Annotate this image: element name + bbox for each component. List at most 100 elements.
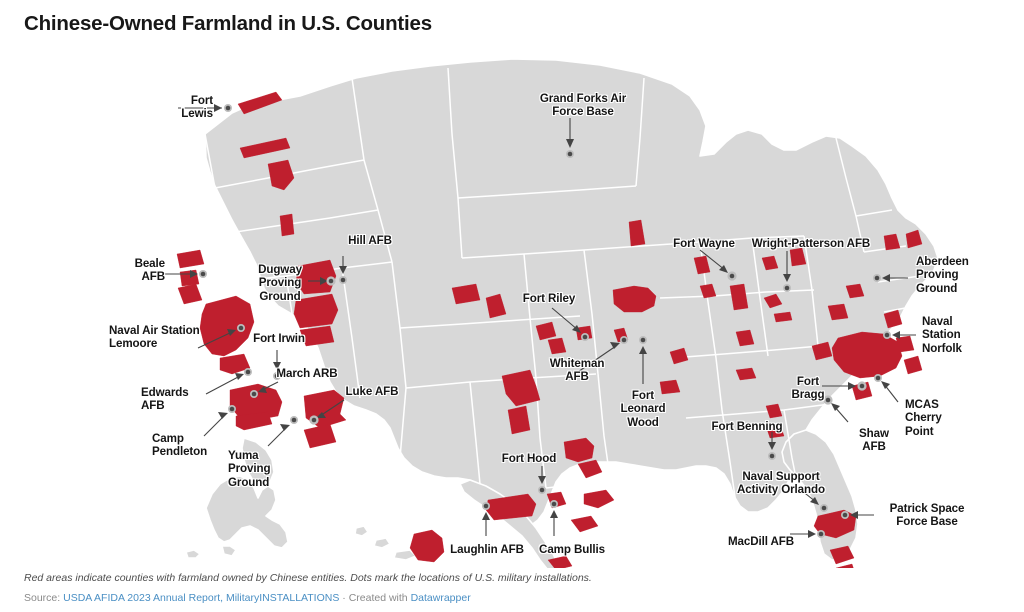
- dot-hill-afb: [339, 276, 347, 284]
- map-canvas[interactable]: Fort Lewis Grand Forks Air Force Base Hill…: [0, 38, 1024, 568]
- map-label-grand-forks: Grand Forks Air Force Base: [539, 92, 627, 119]
- red-county-ia-cluster: [612, 285, 657, 313]
- alaska-peninsula-tip: [221, 545, 237, 557]
- military-installation-dots[interactable]: [199, 104, 891, 538]
- red-county-ca-north: [176, 249, 205, 269]
- page-title: Chinese-Owned Farmland in U.S. Counties: [24, 12, 432, 35]
- map-label-dugway: Dugway Proving Ground: [258, 263, 302, 303]
- red-county-nc-west: [811, 341, 833, 361]
- leader-head-yuma: [280, 424, 290, 431]
- red-county-ut-south: [299, 325, 335, 347]
- leader-head-nsa-orlando: [810, 497, 819, 505]
- source-link-usda[interactable]: USDA AFIDA 2023 Annual Report: [63, 592, 221, 604]
- leader-head-patrick: [850, 511, 858, 519]
- created-with-text: Created with: [348, 592, 411, 604]
- dot-camp-bullis: [550, 500, 558, 508]
- us-county-map[interactable]: [0, 38, 1024, 568]
- leader-head-march-arb: [258, 386, 267, 393]
- dot-nas-lemoore: [237, 324, 245, 332]
- red-county-va-coast: [883, 309, 903, 329]
- map-label-luke-afb: Luke AFB: [345, 385, 399, 398]
- dot-aberdeen: [873, 274, 881, 282]
- red-county-md-b: [905, 229, 923, 249]
- dot-fort-bragg: [857, 381, 867, 391]
- leader-head-whiteman: [610, 342, 620, 349]
- red-county-tx-hood: [563, 437, 595, 463]
- map-label-hill-afb: Hill AFB: [348, 234, 392, 247]
- leader-edwards: [205, 375, 241, 395]
- dot-fort-leonard-wood: [639, 336, 647, 344]
- red-county-tx-east: [583, 489, 615, 509]
- red-county-ga-b: [765, 423, 785, 439]
- dot-fort-benning: [768, 452, 776, 460]
- red-county-ks-a: [535, 321, 557, 341]
- leader-whiteman: [571, 345, 617, 377]
- leader-head-beale: [190, 270, 198, 278]
- map-label-edwards-afb: Edwards AFB: [141, 386, 189, 413]
- map-label-fort-bragg: Fort Bragg: [791, 375, 825, 402]
- leader-head-mcas: [881, 381, 890, 389]
- map-label-fort-riley: Fort Riley: [522, 292, 576, 305]
- map-label-camp-pendleton: Camp Pendleton: [152, 432, 208, 459]
- dot-luke-afb: [309, 415, 319, 425]
- dot-fort-irwin: [273, 372, 281, 380]
- red-county-nc-bragg-cluster: [831, 331, 903, 379]
- map-label-yuma: Yuma Proving Ground: [228, 449, 271, 489]
- map-label-fort-leonard-wood: Fort Leonard Wood: [620, 389, 666, 429]
- state-borders-layer: [204, 67, 921, 505]
- dot-laughlin: [482, 502, 490, 510]
- red-county-nc-east: [895, 335, 915, 353]
- hawaii-kauai: [354, 525, 369, 537]
- red-county-il-a: [729, 283, 749, 311]
- leader-head-dugway: [320, 277, 328, 285]
- red-county-ar-a: [659, 379, 681, 395]
- red-county-in-a: [761, 255, 779, 271]
- leader-head-norfolk: [892, 331, 900, 339]
- dot-camp-pendleton: [228, 405, 236, 413]
- leader-head-fort-lewis: [214, 104, 222, 112]
- red-county-nd-grandforks: [628, 219, 646, 247]
- alaska-inset: [205, 475, 289, 549]
- red-county-wi-b: [699, 283, 717, 299]
- dot-nsa-orlando: [820, 504, 828, 512]
- source-separator: ·: [339, 592, 349, 604]
- map-label-laughlin-afb: Laughlin AFB: [450, 543, 524, 556]
- source-link-militaryinstallations[interactable]: MilitaryINSTALLATIONS: [225, 592, 340, 604]
- dot-whiteman: [620, 336, 628, 344]
- red-county-in-b: [763, 293, 783, 309]
- map-label-fort-irwin: Fort Irwin: [253, 332, 305, 345]
- leader-head-edwards: [235, 373, 244, 380]
- map-label-camp-bullis: Camp Bullis: [539, 543, 605, 556]
- aleutian-islands: [185, 549, 201, 559]
- red-county-nc-coast: [903, 355, 923, 375]
- leader-head-camp-bullis: [550, 510, 558, 518]
- red-county-id-sw: [279, 213, 295, 237]
- red-county-co-central: [485, 293, 507, 319]
- map-source-line: Source: USDA AFIDA 2023 Annual Report, M…: [24, 592, 471, 604]
- red-county-ut-central: [293, 293, 339, 329]
- map-label-fort-benning: Fort Benning: [711, 420, 783, 433]
- datawrapper-link[interactable]: Datawrapper: [410, 592, 471, 604]
- map-label-mcas-cherry-point: MCAS Cherry Point: [905, 398, 942, 438]
- source-prefix: Source:: [24, 592, 64, 604]
- red-county-wa-north: [237, 91, 283, 115]
- dot-grand-forks: [566, 150, 574, 158]
- red-county-ca-southcentral: [219, 353, 251, 375]
- red-county-wa-south: [239, 137, 291, 159]
- red-county-ca-inland: [235, 411, 273, 431]
- leader-head-fort-leonard: [639, 346, 647, 354]
- leader-head-fort-benning: [768, 442, 776, 450]
- leader-head-wright-patterson: [783, 274, 791, 282]
- dot-shaw-afb: [823, 395, 833, 405]
- red-county-oh-a: [789, 247, 807, 267]
- dot-edwards: [244, 368, 252, 376]
- red-county-ut-dugway: [295, 259, 337, 295]
- leader-head-grand-forks: [566, 139, 574, 148]
- dot-patrick-space: [841, 511, 849, 519]
- leader-fort-riley: [551, 307, 579, 331]
- map-label-fort-wayne: Fort Wayne: [673, 237, 735, 250]
- red-county-va-b: [845, 283, 865, 299]
- dot-mcas-cherry-point: [874, 374, 882, 382]
- leader-head-fort-bragg: [848, 382, 856, 390]
